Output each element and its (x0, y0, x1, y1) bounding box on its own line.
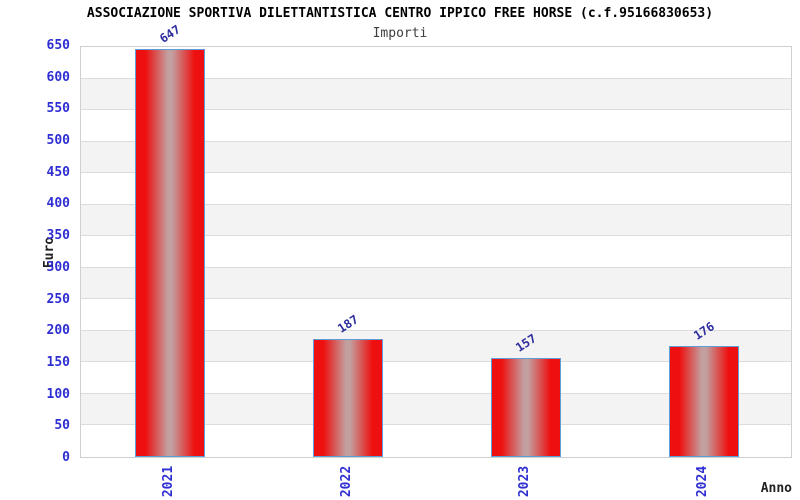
x-axis-label: Anno (760, 481, 792, 496)
gridline (81, 140, 791, 142)
chart-subtitle: Importi (372, 26, 428, 41)
gridline (81, 203, 791, 205)
chart-title: ASSOCIAZIONE SPORTIVA DILETTANTISTICA CE… (86, 6, 714, 21)
y-tick-label: 50 (54, 418, 70, 434)
plot-area: 647 187 157 176 (80, 22, 792, 458)
y-tick-label: 250 (46, 291, 70, 307)
x-tick-label: 2021 (161, 465, 177, 497)
y-tick-label: 150 (46, 354, 70, 370)
x-tick-label-wrap: 2022 (322, 460, 372, 500)
x-tick-label-wrap: 2024 (678, 460, 728, 500)
bar (135, 48, 205, 457)
y-tick-label: 300 (46, 259, 70, 275)
bar (313, 339, 383, 457)
gridline (81, 392, 791, 394)
gridline (81, 298, 791, 300)
bar (669, 346, 739, 457)
y-tick-label: 650 (46, 38, 70, 53)
y-tick-label: 100 (46, 386, 70, 402)
gridline (81, 235, 791, 237)
y-tick-label: 350 (46, 228, 70, 244)
x-tick-label: 2022 (339, 465, 355, 497)
gridline (81, 266, 791, 268)
y-tick-label: 200 (46, 323, 70, 339)
x-tick-label: 2024 (695, 465, 711, 497)
y-tick-label: 450 (46, 164, 70, 180)
gridline (81, 77, 791, 79)
x-tick-label: 2023 (517, 465, 533, 497)
y-tick-label: 400 (46, 196, 70, 212)
y-tick-label: 500 (46, 133, 70, 149)
gridline (81, 424, 791, 426)
x-tick-label-wrap: 2021 (144, 460, 194, 500)
gridline (81, 361, 791, 363)
y-tick-label: 600 (46, 69, 70, 85)
y-tick-label: 550 (46, 101, 70, 117)
bar (491, 357, 561, 457)
y-tick-label: 0 (62, 450, 70, 465)
x-tick-label-wrap: 2023 (500, 460, 550, 500)
gridline (81, 172, 791, 174)
gridline (81, 109, 791, 111)
gridline (81, 329, 791, 331)
